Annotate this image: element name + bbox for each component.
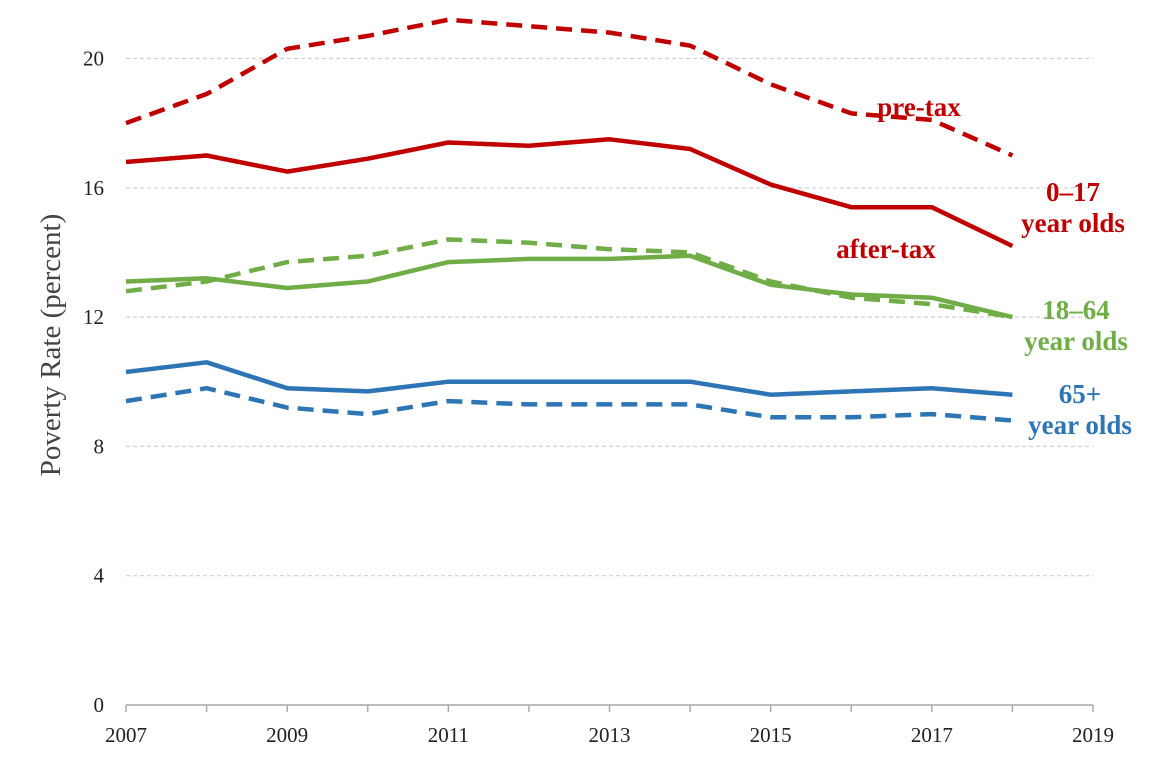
- series-line-65--after-tax: [125, 360, 1013, 397]
- x-tick-label: 2017: [911, 723, 953, 747]
- x-tick-label: 2009: [266, 723, 308, 747]
- after-tax-label: after-tax: [836, 234, 936, 264]
- series-line-18-64-pre-tax: [125, 237, 1013, 320]
- x-axis-ticks: 2007 2009 2011 2013 2015 2017 2019: [105, 705, 1114, 747]
- y-tick-label: 12: [83, 305, 104, 329]
- series-line-0-17-pre-tax: [125, 17, 1014, 158]
- series-lines: [125, 17, 1014, 423]
- y-tick-label: 20: [83, 46, 104, 70]
- pre-tax-label: pre-tax: [877, 92, 961, 122]
- x-tick-label: 2011: [428, 723, 469, 747]
- x-tick-label: 2013: [589, 723, 631, 747]
- y-tick-label: 0: [94, 693, 105, 717]
- group-18-64-label-line2: year olds: [1024, 326, 1128, 356]
- x-tick-label: 2015: [750, 723, 792, 747]
- group-18-64-label-line1: 18–64: [1042, 295, 1110, 325]
- series-line-18-64-after-tax: [125, 253, 1013, 320]
- y-axis-title: Poverty Rate (percent): [35, 214, 67, 477]
- x-tick-label: 2007: [105, 723, 147, 747]
- y-tick-label: 4: [94, 564, 105, 588]
- group-65-label-line1: 65+: [1059, 379, 1101, 409]
- y-tick-label: 8: [94, 434, 105, 458]
- x-tick-label: 2019: [1072, 723, 1114, 747]
- group-65-label-line2: year olds: [1028, 410, 1132, 440]
- group-0-17-label-line2: year olds: [1021, 208, 1125, 238]
- gridlines: [126, 57, 1093, 577]
- series-line-65--pre-tax: [125, 385, 1013, 423]
- y-tick-label: 16: [83, 176, 104, 200]
- group-0-17-label-line1: 0–17: [1046, 177, 1100, 207]
- y-axis-ticks: 0 4 8 12 16 20: [83, 46, 105, 717]
- series-line-0-17-after-tax: [125, 137, 1014, 249]
